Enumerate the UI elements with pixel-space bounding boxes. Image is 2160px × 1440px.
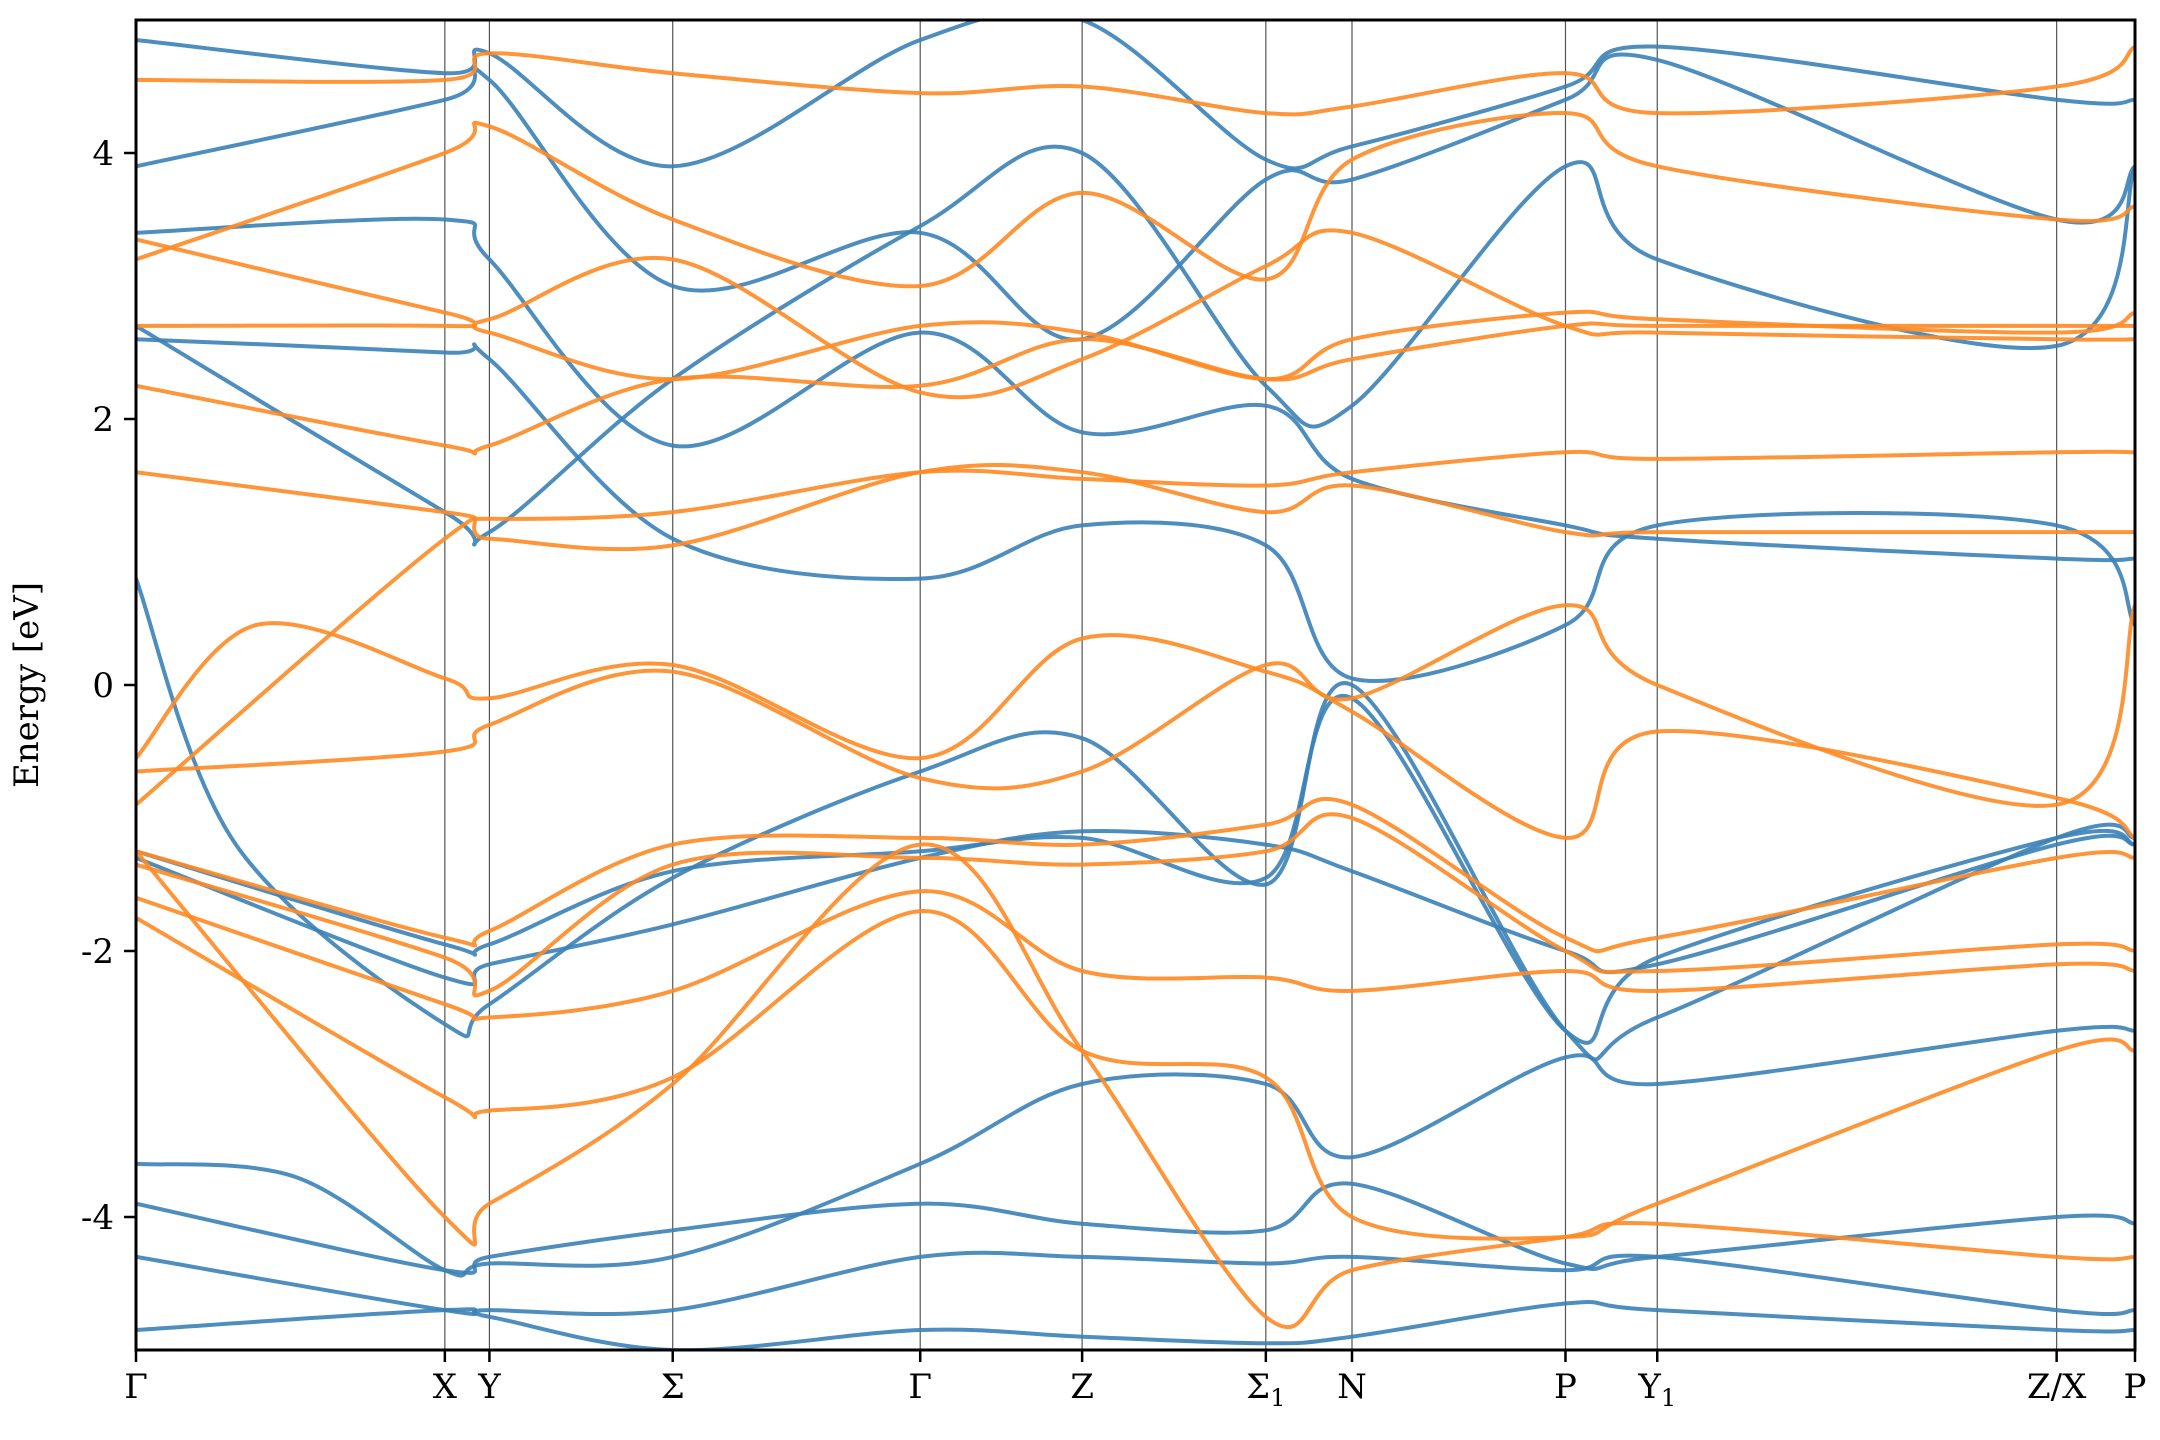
band-8 <box>136 216 2135 563</box>
band-15 <box>136 449 2135 521</box>
band-18 <box>136 796 2135 954</box>
band-10 <box>136 52 2135 342</box>
band-2 <box>136 1181 2135 1275</box>
x-tick-label-6: Σ1 <box>1246 1367 1285 1412</box>
band-4 <box>136 1300 2135 1350</box>
y-tick-label-3: 2 <box>92 400 114 440</box>
band-9 <box>136 144 2135 547</box>
x-tick-label-0: Γ <box>124 1367 148 1407</box>
y-tick-label-4: 4 <box>92 134 114 174</box>
x-tick-label-4: Γ <box>908 1367 932 1407</box>
x-tick-label-1: X <box>433 1367 458 1407</box>
band-24 <box>136 111 2135 289</box>
band-21 <box>136 909 2135 1241</box>
x-tick-label-7: N <box>1337 1367 1367 1407</box>
y-tick-label-0: -4 <box>81 1198 114 1238</box>
kpoint-divider-lines <box>444 20 2058 1350</box>
y-tick-label-1: -2 <box>81 932 114 972</box>
band-11 <box>136 20 2135 171</box>
band-22 <box>136 842 2135 1330</box>
x-tick-label-8: P <box>1554 1367 1577 1407</box>
band-0 <box>136 577 2135 1062</box>
band-17 <box>136 309 2135 382</box>
x-tick-label-9: Y1 <box>1637 1367 1676 1412</box>
band-12 <box>136 621 2135 840</box>
band-6 <box>136 693 2135 1045</box>
x-tick-label-5: Z <box>1070 1367 1094 1407</box>
band-16 <box>136 321 2135 456</box>
y-axis-label: Energy [eV] <box>7 582 47 788</box>
x-tick-label-11: P <box>2124 1367 2147 1407</box>
band-lines <box>136 20 2135 1350</box>
x-tick-label-2: Y <box>477 1367 501 1407</box>
x-axis: Γ X Y Σ Γ Z Σ1 N P Y1 Z/X P <box>124 1350 2146 1412</box>
x-tick-label-10: Z/X <box>2027 1367 2087 1407</box>
x-tick-label-3: Σ <box>661 1367 685 1407</box>
band-13 <box>136 603 2135 808</box>
band-23 <box>136 228 2135 400</box>
y-tick-label-2: 0 <box>92 666 114 706</box>
band-3 <box>136 1250 2135 1317</box>
y-axis: -4 -2 0 2 4 <box>81 134 136 1238</box>
band-7 <box>136 337 2135 683</box>
band-20 <box>136 889 2135 1022</box>
band-25 <box>136 44 2135 117</box>
band-19 <box>136 812 2135 998</box>
